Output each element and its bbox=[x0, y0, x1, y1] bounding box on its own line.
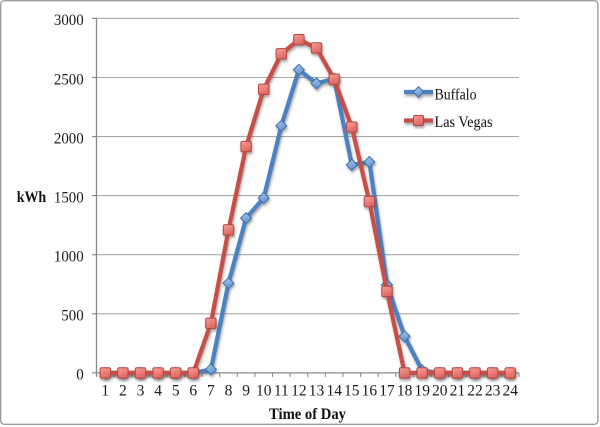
svg-text:12: 12 bbox=[291, 383, 307, 400]
svg-text:19: 19 bbox=[414, 383, 430, 400]
svg-text:13: 13 bbox=[309, 383, 325, 400]
svg-text:3000: 3000 bbox=[54, 12, 84, 29]
svg-text:kWh: kWh bbox=[17, 189, 47, 206]
svg-text:0: 0 bbox=[76, 367, 84, 384]
svg-text:Buffalo: Buffalo bbox=[435, 86, 477, 103]
svg-text:15: 15 bbox=[344, 383, 360, 400]
svg-text:21: 21 bbox=[450, 383, 466, 400]
svg-text:1000: 1000 bbox=[54, 249, 84, 266]
svg-text:4: 4 bbox=[154, 383, 162, 400]
svg-text:2000: 2000 bbox=[54, 130, 84, 147]
svg-text:6: 6 bbox=[189, 383, 197, 400]
svg-text:Time of Day: Time of Day bbox=[269, 406, 346, 423]
svg-text:16: 16 bbox=[362, 383, 378, 400]
svg-text:8: 8 bbox=[225, 383, 233, 400]
svg-text:10: 10 bbox=[256, 383, 272, 400]
svg-text:20: 20 bbox=[432, 383, 448, 400]
svg-text:14: 14 bbox=[326, 383, 342, 400]
svg-text:18: 18 bbox=[397, 383, 413, 400]
svg-text:1: 1 bbox=[101, 383, 109, 400]
svg-text:Las Vegas: Las Vegas bbox=[435, 114, 493, 131]
svg-text:3: 3 bbox=[137, 383, 145, 400]
svg-text:24: 24 bbox=[502, 383, 518, 400]
svg-text:2500: 2500 bbox=[54, 71, 84, 88]
svg-text:7: 7 bbox=[207, 383, 215, 400]
svg-text:17: 17 bbox=[379, 383, 395, 400]
svg-text:9: 9 bbox=[242, 383, 250, 400]
svg-text:22: 22 bbox=[467, 383, 483, 400]
svg-text:1500: 1500 bbox=[54, 189, 84, 206]
svg-text:500: 500 bbox=[61, 308, 84, 325]
svg-text:5: 5 bbox=[172, 383, 180, 400]
svg-text:2: 2 bbox=[119, 383, 127, 400]
svg-text:11: 11 bbox=[274, 383, 289, 400]
svg-text:23: 23 bbox=[485, 383, 501, 400]
